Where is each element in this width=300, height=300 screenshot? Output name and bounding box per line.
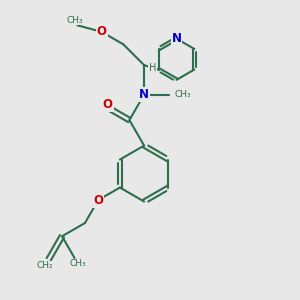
Text: O: O xyxy=(93,194,103,207)
Text: CH₂: CH₂ xyxy=(37,261,53,270)
Text: N: N xyxy=(139,88,149,101)
Text: N: N xyxy=(172,32,182,45)
Text: H: H xyxy=(149,63,156,73)
Text: O: O xyxy=(103,98,113,111)
Text: CH₃: CH₃ xyxy=(174,90,191,99)
Text: O: O xyxy=(97,25,106,38)
Text: CH₃: CH₃ xyxy=(66,16,83,25)
Text: CH₃: CH₃ xyxy=(69,259,86,268)
